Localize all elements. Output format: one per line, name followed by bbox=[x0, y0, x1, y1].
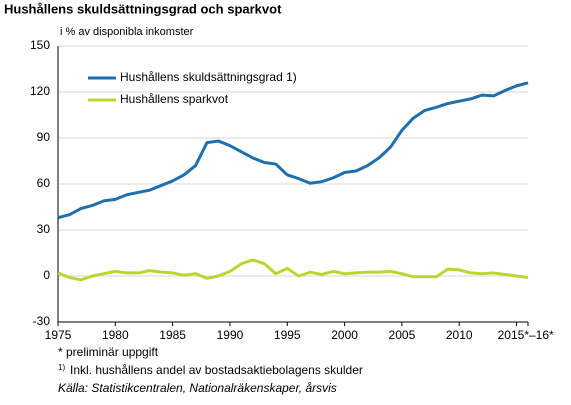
legend-label: Hushållens sparkvot bbox=[120, 92, 229, 106]
source: Källa: Statistikcentralen, Nationalräken… bbox=[58, 381, 337, 395]
series-line bbox=[57, 258, 529, 282]
y-tick-label: 90 bbox=[37, 130, 51, 144]
x-tick-label: 1975 bbox=[45, 328, 72, 342]
chart-subtitle: i % av disponibla inkomster bbox=[60, 26, 194, 38]
y-tick-label: 30 bbox=[37, 222, 51, 236]
x-tick-label: 2010 bbox=[446, 328, 473, 342]
y-tick-label: 120 bbox=[30, 84, 50, 98]
legend-label: Hushållens skuldsättningsgrad 1) bbox=[120, 70, 297, 84]
x-tick-label: 2000 bbox=[331, 328, 358, 342]
series-line bbox=[57, 81, 529, 220]
note: Inkl. hushållens andel av bostadsaktiebo… bbox=[70, 363, 363, 377]
x-tick-label: 1990 bbox=[217, 328, 244, 342]
x-tick-label: –16* bbox=[529, 328, 554, 342]
y-tick-label: 150 bbox=[30, 38, 50, 52]
x-tick-label: 2015* bbox=[498, 328, 530, 342]
chart-title: Hushållens skuldsättningsgrad och sparkv… bbox=[4, 1, 282, 16]
note: * preliminär uppgift bbox=[58, 345, 159, 359]
y-tick-label: 0 bbox=[43, 268, 50, 282]
x-tick-label: 2005 bbox=[389, 328, 416, 342]
note-marker: 1) bbox=[58, 363, 65, 372]
x-tick-label: 1980 bbox=[102, 328, 129, 342]
y-tick-label: -30 bbox=[33, 314, 51, 328]
x-tick-label: 1985 bbox=[159, 328, 186, 342]
x-tick-label: 1995 bbox=[274, 328, 301, 342]
y-tick-label: 60 bbox=[37, 176, 51, 190]
